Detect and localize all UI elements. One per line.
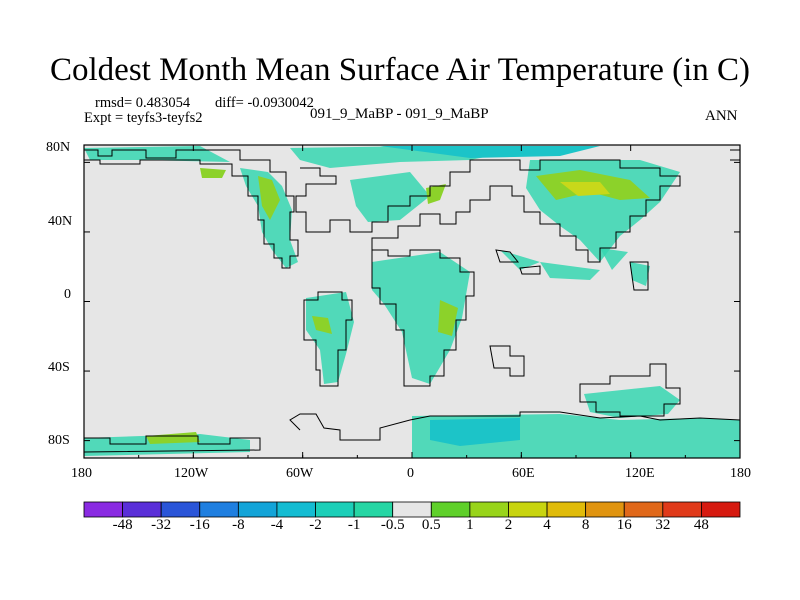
colorbar-swatch	[701, 501, 741, 518]
colorbar-label: -0.5	[380, 517, 405, 533]
anomaly-patch	[146, 432, 200, 444]
colorbar-swatch	[199, 501, 239, 518]
x-tick-label: 180	[71, 466, 92, 481]
coastline	[489, 345, 525, 377]
colorbar-label: 2	[504, 517, 513, 533]
colorbar-swatch	[623, 501, 664, 518]
anomaly-patch	[258, 176, 280, 220]
anomaly-patch	[430, 418, 520, 446]
rmsd-stat: rmsd= 0.483054	[95, 95, 191, 111]
anomaly-patch	[584, 386, 680, 418]
colorbar-swatch	[469, 501, 509, 518]
y-tick-label: 80S	[48, 433, 70, 448]
colorbar-swatch	[585, 501, 625, 518]
colorbar-swatch	[546, 501, 587, 518]
coastline	[371, 249, 475, 387]
colorbar-swatch	[508, 501, 548, 518]
colorbar-label: 0.5	[421, 517, 441, 533]
anomaly-patch	[350, 172, 430, 222]
colorbar-swatch	[276, 501, 316, 518]
anomaly-patch	[600, 248, 628, 270]
y-tick-label: 80N	[46, 140, 71, 155]
colorbar-label: 4	[543, 517, 551, 533]
colorbar	[83, 501, 741, 518]
y-tick-label: 0	[64, 287, 71, 302]
x-tick-label: 120W	[174, 466, 209, 481]
anomaly-patch	[380, 146, 600, 158]
y-tick-label: 40N	[48, 214, 73, 229]
axis-ticks	[83, 145, 741, 458]
coastline	[303, 291, 353, 387]
period-label: 091_9_MaBP - 091_9_MaBP	[310, 106, 489, 122]
anomaly-patch	[372, 252, 470, 384]
colorbar-label: -2	[309, 517, 322, 533]
x-tick-label: 60E	[512, 466, 535, 481]
colorbar-swatch	[122, 501, 162, 518]
anomaly-patch	[500, 250, 540, 270]
anomaly-patch	[200, 168, 226, 178]
colorbar-label: 8	[581, 517, 590, 533]
anomaly-patch	[560, 182, 610, 196]
colorbar-label: -48	[112, 517, 133, 533]
colorbar-label: 32	[655, 517, 671, 533]
colorbar-label: -8	[232, 517, 245, 533]
anomaly-patch	[312, 316, 332, 334]
coastline	[495, 249, 649, 291]
season-label: ANN	[705, 108, 738, 124]
colorbar-label: -1	[347, 517, 361, 533]
colorbar-label: -16	[189, 517, 210, 533]
colorbar-label: -32	[151, 517, 172, 533]
coastlines	[83, 149, 741, 453]
y-tick-label: 40S	[48, 360, 70, 375]
colorbar-label: 1	[466, 517, 474, 533]
colorbar-swatch	[430, 501, 471, 518]
anomaly-patch	[438, 300, 458, 336]
diff-stat: diff= -0.0930042	[215, 95, 314, 111]
coastline	[579, 363, 681, 417]
anomaly-patch	[426, 184, 446, 204]
colorbar-swatch	[392, 501, 432, 518]
x-tick-label: 120E	[625, 466, 655, 481]
colorbar-swatch	[315, 501, 355, 518]
x-tick-label: 180	[730, 466, 751, 481]
map-title: Coldest Month Mean Surface Air Temperatu…	[50, 52, 750, 88]
colorbar-swatch	[662, 501, 702, 518]
anomaly-patch	[540, 262, 600, 280]
coastline	[295, 159, 681, 263]
experiment-label: Expt = teyfs3-teyfs2	[84, 110, 203, 126]
colorbar-swatch	[83, 501, 123, 518]
x-tick-label: 0	[407, 466, 414, 481]
colorbar-label: -4	[270, 517, 284, 533]
colorbar-label: 48	[693, 517, 709, 533]
colorbar-label: 16	[616, 517, 632, 533]
colorbar-swatch	[160, 501, 201, 518]
coastline	[84, 149, 299, 269]
anomaly-patch	[630, 262, 650, 286]
temperature-anomaly-patches	[84, 146, 740, 458]
coastline	[83, 435, 261, 453]
colorbar-swatch	[353, 501, 394, 518]
colorbar-swatch	[237, 501, 278, 518]
coastline	[289, 411, 741, 441]
coastline	[730, 149, 740, 161]
anomaly-patch	[306, 292, 354, 384]
x-tick-label: 60W	[286, 466, 314, 481]
